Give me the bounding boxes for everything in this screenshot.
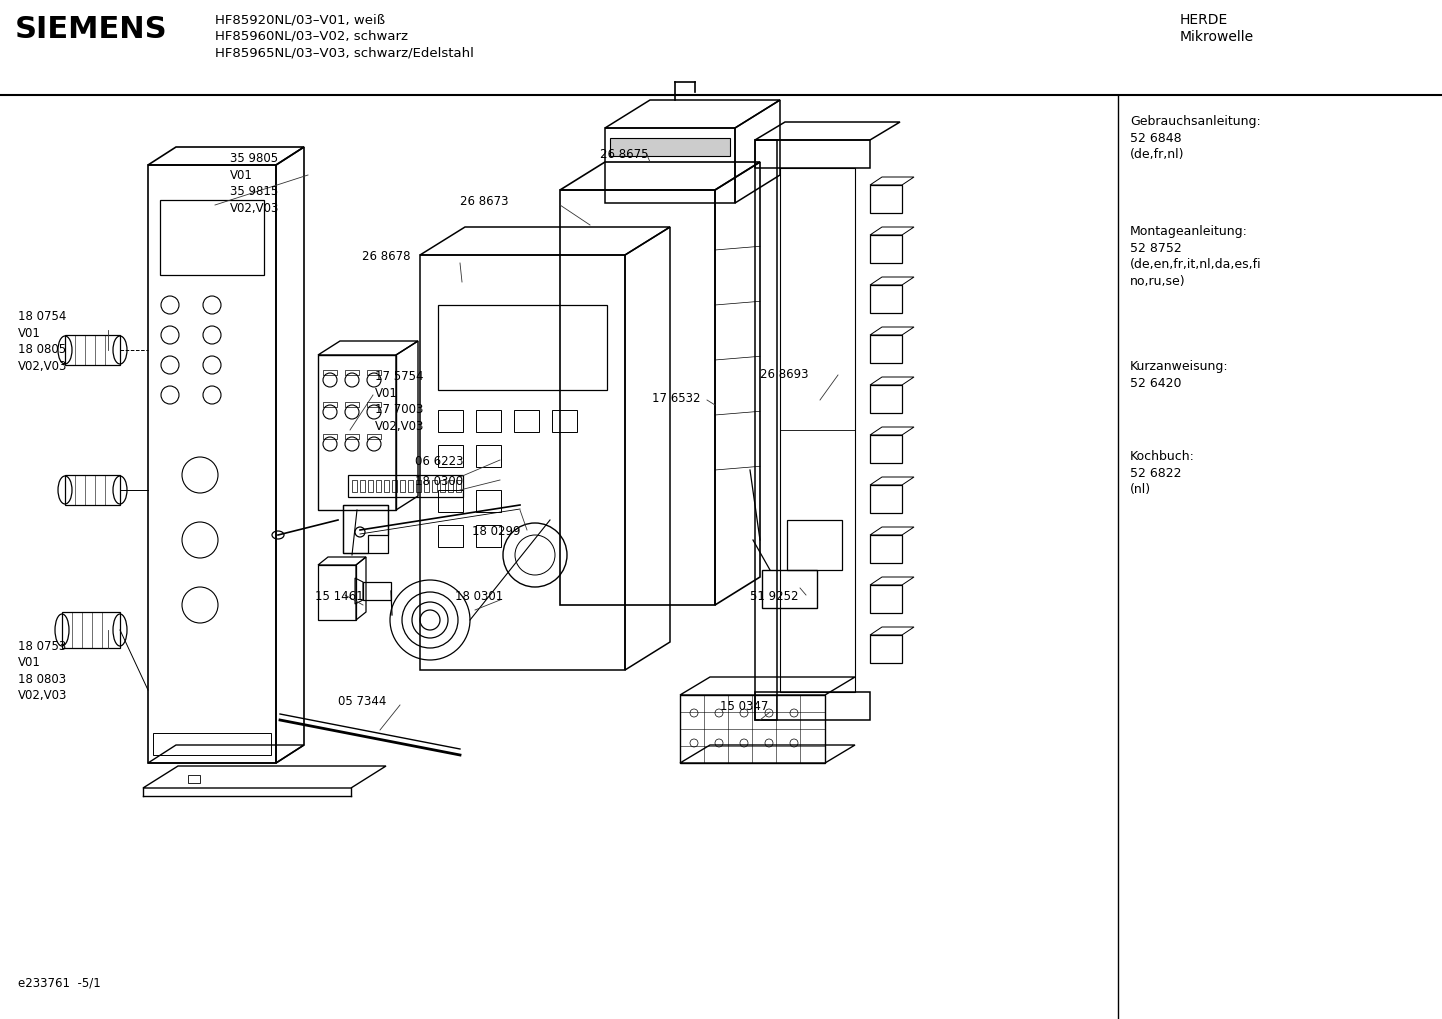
- Text: 06 6223: 06 6223: [415, 455, 463, 468]
- Bar: [399, 480, 405, 492]
- Bar: [348, 475, 463, 497]
- Bar: [476, 445, 500, 467]
- Bar: [368, 434, 381, 439]
- Bar: [384, 480, 389, 492]
- Bar: [433, 480, 437, 492]
- Text: 17 6532: 17 6532: [652, 392, 701, 405]
- Bar: [606, 128, 735, 203]
- Bar: [870, 185, 903, 213]
- Bar: [870, 235, 903, 263]
- Bar: [870, 635, 903, 663]
- Text: 18 0753
V01
18 0803
V02,V03: 18 0753 V01 18 0803 V02,V03: [17, 640, 68, 702]
- Bar: [363, 582, 391, 600]
- Bar: [610, 138, 730, 156]
- Text: Gebrauchsanleitung:
52 6848
(de,fr,nl): Gebrauchsanleitung: 52 6848 (de,fr,nl): [1131, 115, 1260, 161]
- Text: 18 0754
V01
18 0805
V02,V03: 18 0754 V01 18 0805 V02,V03: [17, 310, 68, 373]
- Bar: [438, 490, 463, 512]
- Bar: [870, 585, 903, 613]
- Bar: [160, 200, 264, 275]
- Bar: [756, 140, 870, 168]
- Text: e233761  -5/1: e233761 -5/1: [17, 977, 101, 990]
- Bar: [424, 480, 430, 492]
- Text: 18 0299: 18 0299: [472, 525, 521, 538]
- Bar: [345, 403, 359, 407]
- Bar: [456, 480, 461, 492]
- Bar: [559, 190, 715, 605]
- Text: 51 9252: 51 9252: [750, 590, 799, 603]
- Text: 15 0347: 15 0347: [720, 700, 769, 713]
- Bar: [62, 612, 120, 648]
- Bar: [438, 525, 463, 547]
- Bar: [476, 525, 500, 547]
- Bar: [392, 480, 397, 492]
- Bar: [476, 410, 500, 432]
- Bar: [870, 385, 903, 413]
- Text: 26 8693: 26 8693: [760, 368, 809, 381]
- Bar: [681, 695, 825, 763]
- Bar: [761, 570, 818, 608]
- Bar: [780, 168, 855, 692]
- Bar: [440, 480, 446, 492]
- Bar: [513, 410, 539, 432]
- Bar: [323, 434, 337, 439]
- Text: 17 5754
V01
17 7003
V02,V03: 17 5754 V01 17 7003 V02,V03: [375, 370, 424, 432]
- Bar: [870, 335, 903, 363]
- Bar: [408, 480, 412, 492]
- Bar: [438, 445, 463, 467]
- Bar: [345, 434, 359, 439]
- Bar: [65, 475, 120, 505]
- Text: HERDE: HERDE: [1180, 13, 1229, 26]
- Bar: [476, 490, 500, 512]
- Text: 26 8675: 26 8675: [600, 148, 649, 161]
- Text: 15 1461: 15 1461: [314, 590, 363, 603]
- Bar: [420, 255, 624, 671]
- Bar: [368, 403, 381, 407]
- Bar: [323, 403, 337, 407]
- Text: 26 8678: 26 8678: [362, 250, 411, 263]
- Bar: [343, 505, 388, 553]
- Bar: [870, 485, 903, 513]
- Bar: [153, 733, 271, 755]
- Bar: [552, 410, 577, 432]
- Bar: [415, 480, 421, 492]
- Text: 35 9805
V01
35 9815
V02,V03: 35 9805 V01 35 9815 V02,V03: [231, 152, 280, 215]
- Bar: [352, 480, 358, 492]
- Text: HF85920NL/03–V01, weiß
HF85960NL/03–V02, schwarz
HF85965NL/03–V03, schwarz/Edels: HF85920NL/03–V01, weiß HF85960NL/03–V02,…: [215, 13, 474, 59]
- Bar: [149, 165, 275, 763]
- Text: 18 0300: 18 0300: [415, 475, 463, 488]
- Bar: [345, 370, 359, 375]
- Bar: [187, 775, 200, 783]
- Bar: [438, 305, 607, 390]
- Text: 05 7344: 05 7344: [337, 695, 386, 708]
- Text: Kurzanweisung:
52 6420: Kurzanweisung: 52 6420: [1131, 360, 1229, 389]
- Text: Mikrowelle: Mikrowelle: [1180, 30, 1255, 44]
- Bar: [870, 535, 903, 564]
- Text: 26 8673: 26 8673: [460, 195, 509, 208]
- Bar: [319, 355, 397, 510]
- Bar: [65, 335, 120, 365]
- Bar: [756, 692, 870, 720]
- Text: Kochbuch:
52 6822
(nl): Kochbuch: 52 6822 (nl): [1131, 450, 1195, 496]
- Bar: [319, 565, 356, 620]
- Bar: [360, 480, 365, 492]
- Bar: [787, 520, 842, 570]
- Bar: [870, 285, 903, 313]
- Text: Montageanleitung:
52 8752
(de,en,fr,it,nl,da,es,fi
no,ru,se): Montageanleitung: 52 8752 (de,en,fr,it,n…: [1131, 225, 1262, 287]
- Bar: [368, 370, 381, 375]
- Bar: [323, 370, 337, 375]
- Bar: [870, 435, 903, 463]
- Bar: [438, 410, 463, 432]
- Bar: [756, 140, 777, 720]
- Bar: [376, 480, 381, 492]
- Text: SIEMENS: SIEMENS: [14, 15, 167, 44]
- Bar: [448, 480, 453, 492]
- Bar: [368, 480, 373, 492]
- Text: 18 0301: 18 0301: [456, 590, 503, 603]
